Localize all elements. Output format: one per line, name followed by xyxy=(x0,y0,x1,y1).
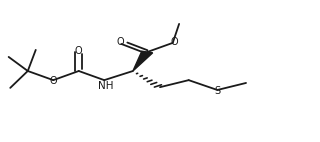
Text: O: O xyxy=(75,46,83,56)
Text: O: O xyxy=(50,76,57,86)
Text: S: S xyxy=(214,86,220,96)
Text: O: O xyxy=(117,37,124,47)
Text: O: O xyxy=(171,37,178,47)
Polygon shape xyxy=(133,51,153,71)
Text: NH: NH xyxy=(98,82,113,91)
